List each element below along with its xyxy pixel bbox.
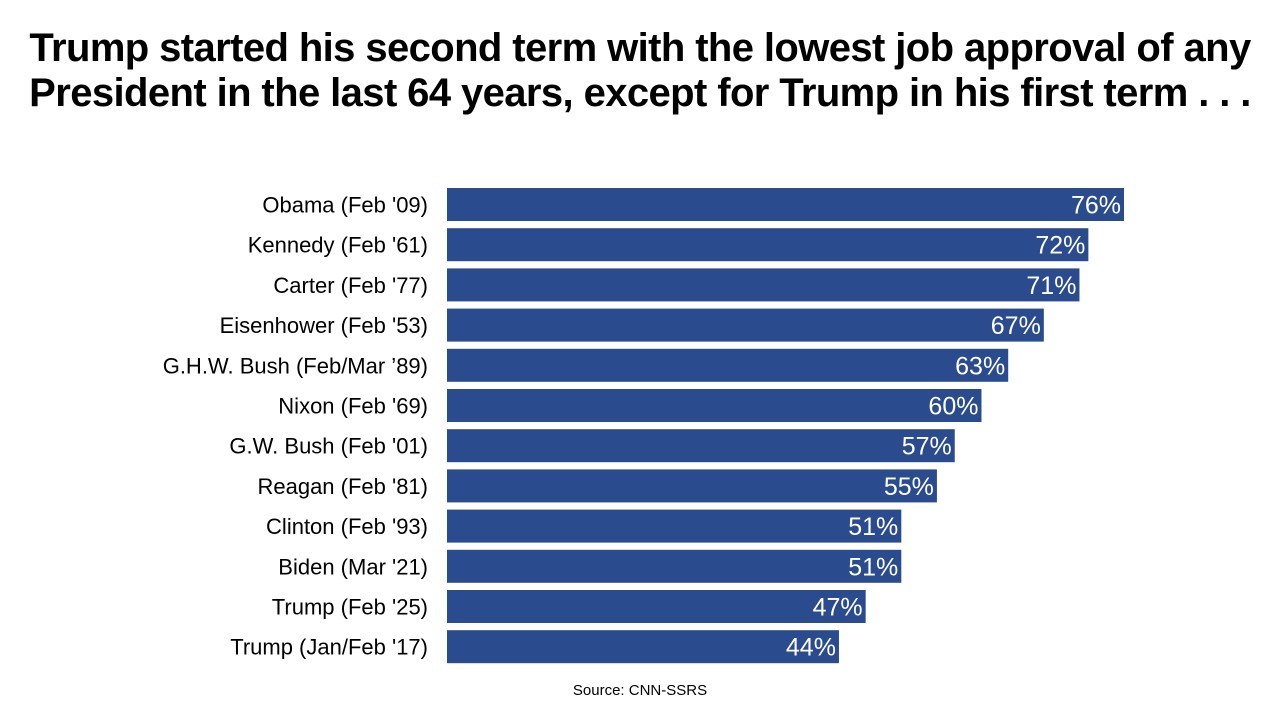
- bars-group: [447, 188, 1124, 664]
- value-labels-group: 76% 72% 71% 67% 63% 60% 57% 55% 51% 51% 47% 44%: [786, 192, 1121, 662]
- value-label-2: 72%: [1035, 232, 1085, 260]
- bar-10: [447, 549, 902, 583]
- category-label-6: Nixon (Feb '69): [278, 394, 428, 419]
- category-label-3: Carter (Feb '77): [273, 273, 428, 298]
- bar-11: [447, 590, 866, 623]
- category-label-1: Obama (Feb '09): [262, 193, 428, 218]
- value-label-9: 51%: [848, 513, 898, 541]
- category-label-10: Biden (Mar '21): [278, 554, 428, 579]
- value-label-12: 44%: [786, 634, 836, 662]
- bar-7: [447, 429, 955, 463]
- value-label-5: 63%: [955, 352, 1005, 380]
- value-label-1: 76%: [1071, 192, 1121, 220]
- value-label-10: 51%: [848, 553, 898, 581]
- value-label-7: 57%: [902, 433, 952, 461]
- bar-1: [447, 188, 1124, 221]
- bar-9: [447, 509, 902, 543]
- value-label-3: 71%: [1026, 272, 1076, 300]
- bar-12: [447, 630, 839, 664]
- value-label-6: 60%: [928, 393, 978, 421]
- category-label-2: Kennedy (Feb '61): [248, 233, 428, 258]
- value-label-4: 67%: [991, 312, 1041, 340]
- value-label-8: 55%: [884, 473, 934, 501]
- category-label-5: G.H.W. Bush (Feb/Mar ’89): [163, 353, 428, 378]
- value-label-11: 47%: [813, 594, 863, 622]
- category-label-11: Trump (Feb '25): [272, 595, 428, 620]
- category-label-8: Reagan (Feb '81): [257, 474, 428, 499]
- chart-title: Trump started his second term with the l…: [29, 26, 1251, 115]
- source-note: Source: CNN-SSRS: [572, 682, 708, 699]
- bar-8: [447, 469, 937, 503]
- category-label-7: G.W. Bush (Feb '01): [229, 434, 428, 459]
- bar-2: [447, 228, 1089, 262]
- bar-4: [447, 308, 1044, 342]
- category-label-12: Trump (Jan/Feb '17): [230, 635, 428, 660]
- category-label-4: Eisenhower (Feb '53): [220, 313, 428, 338]
- category-labels-group: Obama (Feb '09) Kennedy (Feb '61) Carter (…: [163, 193, 428, 660]
- category-label-9: Clinton (Feb '93): [266, 514, 428, 539]
- bar-3: [447, 268, 1080, 302]
- bar-6: [447, 389, 982, 422]
- bar-5: [447, 348, 1009, 382]
